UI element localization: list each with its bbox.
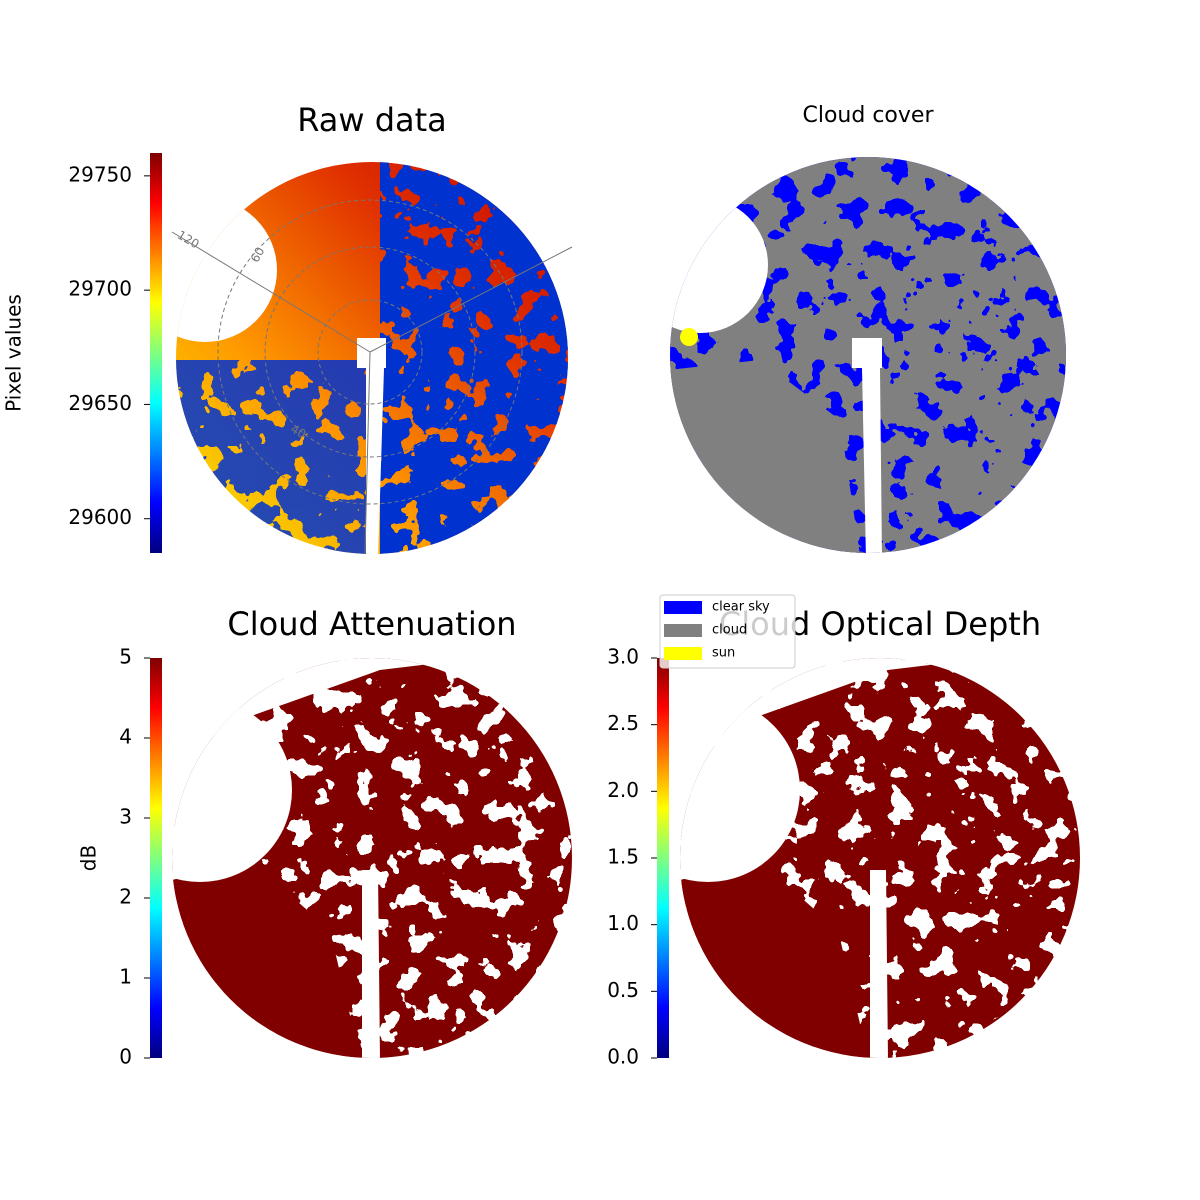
colorbar-tick-label: 29650 [68, 391, 132, 415]
colorbar-tick-label: 29700 [68, 277, 132, 301]
colorbar-tick-label: 2 [119, 885, 132, 909]
colorbar-tick-label: 4 [119, 725, 132, 749]
polar-label: 60 [248, 245, 268, 265]
colorbar [150, 153, 162, 553]
colorbar-tick-label: 29600 [68, 505, 132, 529]
colorbar-tick-label: 0.5 [607, 978, 639, 1002]
legend-swatch [664, 647, 702, 660]
colorbar-tick-label: 1 [119, 965, 132, 989]
attenuation-image [172, 658, 572, 1058]
colorbar-label: Pixel values [2, 294, 26, 412]
panel-title: Raw data [297, 101, 447, 139]
colorbar [657, 658, 669, 1058]
colorbar-tick-label: 1.0 [607, 911, 639, 935]
polar-label: 40 [288, 422, 308, 442]
sun-marker [680, 328, 698, 346]
legend-swatch [664, 624, 702, 637]
colorbar-tick-label: 3 [119, 805, 132, 829]
panel-title: Cloud cover [803, 103, 935, 128]
cloud-cover-image [670, 157, 1066, 553]
colorbar-tick-label: 1.5 [607, 845, 639, 869]
colorbar-tick-label: 3.0 [607, 645, 639, 669]
colorbar-tick-label: 0 [119, 1045, 132, 1069]
legend-label: sun [712, 646, 735, 661]
colorbar [150, 658, 162, 1058]
colorbar-tick-label: 0.0 [607, 1045, 639, 1069]
optical-depth-image [680, 658, 1080, 1058]
legend-label: cloud [712, 623, 747, 638]
polar-grid [171, 199, 573, 554]
panel-title: Cloud Attenuation [227, 605, 516, 643]
colorbar-tick-label: 2.0 [607, 778, 639, 802]
colorbar-label: dB [77, 845, 101, 871]
legend-swatch [664, 601, 702, 614]
chart-layer: Raw data 1 2 0 60 40 29600 29650 29700 29750 Pixel… [2, 101, 1042, 1069]
colorbar-tick-label: 2.5 [607, 711, 639, 735]
colorbar-tick-label: 29750 [68, 162, 132, 186]
colorbar-tick-label: 5 [119, 645, 132, 669]
raw-image [176, 162, 568, 554]
legend-label: clear sky [712, 600, 770, 615]
